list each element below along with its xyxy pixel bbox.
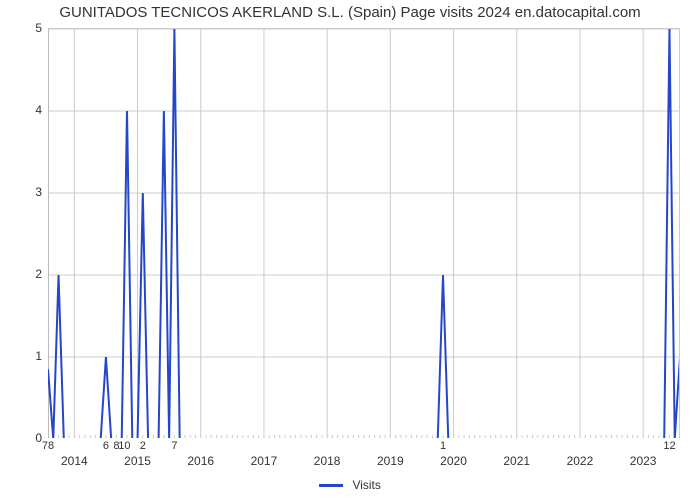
y-tick-label: 3 <box>8 185 42 199</box>
visits-series-line <box>48 29 680 438</box>
y-tick-label: 0 <box>8 431 42 445</box>
x-tick-label: 2022 <box>567 454 594 468</box>
x-tick-label: 2019 <box>377 454 404 468</box>
y-tick-label: 2 <box>8 267 42 281</box>
x-tick-label: 2018 <box>314 454 341 468</box>
legend-swatch <box>319 484 343 487</box>
data-point-label: 7 <box>171 440 177 452</box>
data-point-label: 1 <box>440 440 446 452</box>
legend: Visits <box>0 478 700 492</box>
y-tick-label: 5 <box>8 21 42 35</box>
legend-label: Visits <box>352 478 380 492</box>
data-point-label: 2 <box>140 440 146 452</box>
data-point-label: 78 <box>42 440 54 452</box>
x-tick-label: 2016 <box>187 454 214 468</box>
data-point-label: 12 <box>663 440 675 452</box>
x-tick-label: 2021 <box>503 454 530 468</box>
chart-container: GUNITADOS TECNICOS AKERLAND S.L. (Spain)… <box>0 0 700 500</box>
plot-area <box>48 28 680 438</box>
x-tick-label: 2014 <box>61 454 88 468</box>
y-tick-label: 4 <box>8 103 42 117</box>
x-tick-label: 2023 <box>630 454 657 468</box>
chart-title: GUNITADOS TECNICOS AKERLAND S.L. (Spain)… <box>0 4 700 21</box>
x-tick-label: 2020 <box>440 454 467 468</box>
y-tick-label: 1 <box>8 349 42 363</box>
plot-svg <box>48 29 680 438</box>
x-tick-label: 2017 <box>251 454 278 468</box>
data-point-label: 6 <box>103 440 109 452</box>
data-point-label: 10 <box>118 440 130 452</box>
x-tick-label: 2015 <box>124 454 151 468</box>
